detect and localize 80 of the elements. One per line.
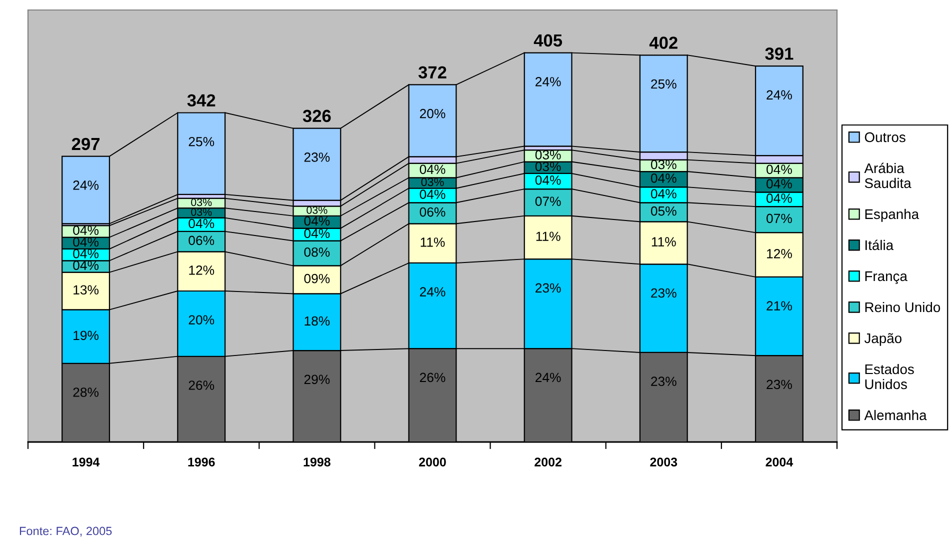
x-tick-label: 2002	[534, 458, 562, 466]
annotation: 03%	[535, 150, 561, 160]
annotation: 391	[765, 48, 794, 60]
annotation: 13%	[74, 285, 99, 295]
annotation: 20%	[188, 315, 214, 325]
annotation: 03%	[421, 178, 444, 186]
annotation: 23%	[651, 376, 676, 386]
annotation: 23%	[651, 288, 676, 298]
legend-label: Espanha	[865, 208, 920, 222]
annotation: 23%	[536, 283, 561, 293]
annotation: 08%	[304, 247, 330, 257]
annotation: 20%	[420, 108, 446, 118]
legend-label: Reino Unido	[865, 302, 940, 312]
annotation: 26%	[420, 372, 446, 382]
annotation: 09%	[304, 274, 330, 284]
annotation: 342	[187, 94, 216, 107]
annotation: 12%	[767, 249, 792, 258]
x-tick-label: 1998	[304, 458, 330, 466]
annotation: 03%	[650, 160, 676, 170]
annotation: 11%	[536, 232, 560, 241]
annotation: 04%	[304, 228, 330, 238]
annotation: 402	[649, 36, 678, 49]
annotation: 04%	[73, 249, 99, 258]
annotation: 03%	[191, 208, 212, 216]
annotation: 04%	[304, 216, 330, 226]
annotation: 23%	[304, 152, 330, 162]
annotation: 25%	[651, 79, 676, 89]
annotation: 03%	[535, 162, 561, 172]
annotation: 28%	[73, 388, 99, 397]
annotation: 405	[534, 34, 562, 47]
x-tick-label: 2000	[419, 458, 446, 466]
annotation: 19%	[74, 330, 99, 340]
legend-label: Estados Unidos	[865, 364, 914, 390]
annotation: 21%	[766, 301, 792, 310]
annotation: 24%	[766, 90, 792, 100]
annotation: 04%	[650, 173, 676, 183]
x-tick-label: 1994	[72, 458, 100, 466]
annotation: 05%	[650, 206, 676, 216]
annotation: 03%	[306, 206, 328, 214]
x-tick-label: 2003	[650, 458, 678, 466]
legend-label: França	[865, 271, 908, 284]
annotation: 24%	[420, 287, 446, 296]
x-tick-label: 2004	[766, 458, 794, 466]
legend-label: Arábia Saudita	[864, 162, 912, 188]
legend-label: Japão	[864, 333, 902, 346]
annotation: 04%	[73, 237, 99, 247]
legend-label: Outros	[864, 132, 906, 142]
legend-label: Itália	[866, 240, 894, 250]
annotation: 04%	[535, 175, 561, 185]
annotation: 04%	[188, 218, 214, 228]
annotation: 25%	[188, 136, 214, 146]
legend-label: Alemanha	[864, 410, 927, 420]
annotation: 24%	[536, 372, 561, 382]
annotation: 04%	[766, 194, 792, 203]
source-note: Fonte: FAO, 2005	[20, 526, 112, 537]
annotation: 11%	[420, 238, 445, 247]
annotation: 18%	[304, 316, 330, 326]
annotation: 03%	[191, 198, 212, 206]
x-tick-label: 1996	[188, 458, 215, 466]
annotation: 04%	[650, 189, 676, 198]
annotation: 07%	[535, 196, 561, 206]
annotation: 04%	[766, 179, 792, 188]
annotation: 326	[302, 110, 331, 122]
annotation: 04%	[73, 226, 99, 235]
annotation: 12%	[189, 266, 214, 275]
annotation: 372	[418, 66, 446, 79]
annotation: 04%	[420, 164, 446, 174]
annotation: 297	[72, 138, 100, 150]
annotation: 04%	[420, 190, 446, 199]
annotation: 24%	[536, 77, 561, 86]
annotation: 06%	[420, 207, 446, 217]
annotation: 04%	[766, 164, 792, 174]
annotation: 07%	[766, 214, 792, 224]
annotation: 24%	[73, 180, 99, 190]
annotation: 23%	[766, 380, 792, 390]
annotation: 26%	[188, 380, 214, 390]
annotation: 06%	[188, 236, 214, 246]
annotation: 11%	[652, 237, 676, 246]
annotation: 29%	[304, 374, 330, 384]
annotation: 04%	[73, 260, 99, 270]
